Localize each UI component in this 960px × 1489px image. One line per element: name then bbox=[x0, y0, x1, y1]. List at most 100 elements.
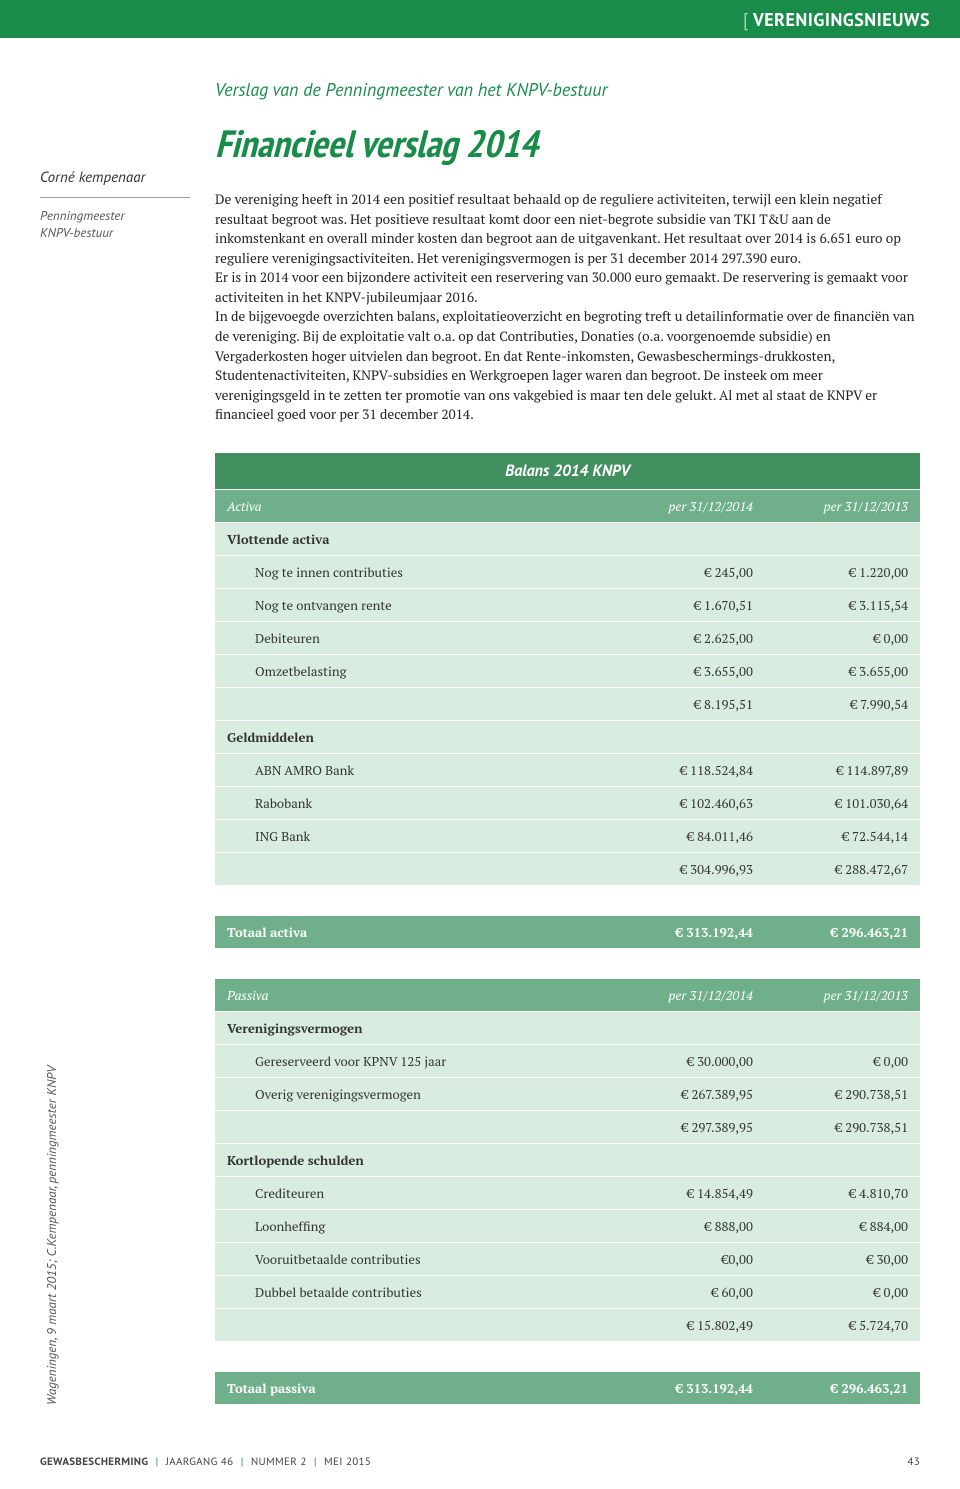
activa-header-row: Activa per 31/12/2014 per 31/12/2013 bbox=[215, 489, 920, 522]
subtotal-row: € 297.389,95 € 290.738,51 bbox=[215, 1110, 920, 1143]
section-label: Vlottende activa bbox=[215, 522, 610, 555]
row-value-2014: € 84.011,46 bbox=[610, 819, 765, 852]
page-footer: GEWASBESCHERMING | JAARGANG 46 | NUMMER … bbox=[0, 1425, 960, 1489]
author-divider bbox=[40, 197, 190, 198]
row-value-2014: € 267.389,95 bbox=[610, 1077, 765, 1110]
row-label: Vooruitbetaalde contributies bbox=[215, 1242, 610, 1275]
passiva-header-row: Passiva per 31/12/2014 per 31/12/2013 bbox=[215, 979, 920, 1012]
article-subtitle: Verslag van de Penningmeester van het KN… bbox=[215, 78, 920, 101]
total-label: Totaal passiva bbox=[215, 1372, 610, 1405]
row-label: Loonheffing bbox=[215, 1209, 610, 1242]
table-row: ABN AMRO Bank€ 118.524,84€ 114.897,89 bbox=[215, 753, 920, 786]
table-row: Gereserveerd voor KPNV 125 jaar€ 30.000,… bbox=[215, 1044, 920, 1077]
row-label: Overig verenigingsvermogen bbox=[215, 1077, 610, 1110]
author-role-2: KNPV-bestuur bbox=[40, 225, 190, 242]
table-row: Nog te ontvangen rente€ 1.670,51€ 3.115,… bbox=[215, 588, 920, 621]
footer-left: GEWASBESCHERMING | JAARGANG 46 | NUMMER … bbox=[40, 1455, 371, 1469]
row-value-2014: € 1.670,51 bbox=[610, 588, 765, 621]
row-value-2013: € 30,00 bbox=[765, 1242, 920, 1275]
section-row: Kortlopende schulden bbox=[215, 1143, 920, 1176]
table-row: Debiteuren€ 2.625,00€ 0,00 bbox=[215, 621, 920, 654]
table-row: Omzetbelasting€ 3.655,00€ 3.655,00 bbox=[215, 654, 920, 687]
footer-issue: JAARGANG 46 bbox=[166, 1455, 234, 1469]
row-label: ABN AMRO Bank bbox=[215, 753, 610, 786]
total-v2: € 296.463,21 bbox=[765, 916, 920, 949]
row-value-2014: € 2.625,00 bbox=[610, 621, 765, 654]
row-label: Nog te ontvangen rente bbox=[215, 588, 610, 621]
row-value-2014: € 118.524,84 bbox=[610, 753, 765, 786]
row-label: Nog te innen contributies bbox=[215, 555, 610, 588]
article-title: Financieel verslag 2014 bbox=[215, 119, 920, 168]
activa-label: Activa bbox=[215, 489, 610, 522]
balance-table: Balans 2014 KNPV Activa per 31/12/2014 p… bbox=[215, 453, 920, 886]
row-value-2013: € 4.810,70 bbox=[765, 1176, 920, 1209]
section-row: Vlottende activa bbox=[215, 522, 920, 555]
footer-date: MEI 2015 bbox=[324, 1455, 371, 1469]
row-label: Debiteuren bbox=[215, 621, 610, 654]
table-row: Overig verenigingsvermogen€ 267.389,95€ … bbox=[215, 1077, 920, 1110]
row-value-2013: € 0,00 bbox=[765, 1044, 920, 1077]
total-row: Totaal activa € 313.192,44 € 296.463,21 bbox=[215, 916, 920, 949]
table-caption-row: Balans 2014 KNPV bbox=[215, 453, 920, 490]
subtotal-v1: € 8.195,51 bbox=[610, 687, 765, 720]
row-value-2014: € 14.854,49 bbox=[610, 1176, 765, 1209]
row-label: Gereserveerd voor KPNV 125 jaar bbox=[215, 1044, 610, 1077]
subtotal-v2: € 288.472,67 bbox=[765, 852, 920, 885]
row-label: Dubbel betaalde contributies bbox=[215, 1275, 610, 1308]
row-value-2013: € 0,00 bbox=[765, 621, 920, 654]
total-v2: € 296.463,21 bbox=[765, 1372, 920, 1405]
col-2013: per 31/12/2013 bbox=[765, 979, 920, 1012]
side-note: Wageningen, 9 maart 2015; C.Kempenaar, p… bbox=[43, 1066, 60, 1405]
total-row: Totaal passiva € 313.192,44 € 296.463,21 bbox=[215, 1372, 920, 1405]
subtotal-v2: € 290.738,51 bbox=[765, 1110, 920, 1143]
article-body: De vereniging heeft in 2014 een positief… bbox=[215, 190, 920, 425]
page-body: Corné kempenaar Penningmeester KNPV-best… bbox=[0, 38, 960, 1425]
total-v1: € 313.192,44 bbox=[610, 916, 765, 949]
subtotal-v1: € 15.802,49 bbox=[610, 1308, 765, 1341]
footer-sep: | bbox=[156, 1455, 159, 1469]
row-value-2013: € 290.738,51 bbox=[765, 1077, 920, 1110]
tables-wrap: Balans 2014 KNPV Activa per 31/12/2014 p… bbox=[215, 453, 920, 1405]
table-row: Dubbel betaalde contributies€ 60,00€ 0,0… bbox=[215, 1275, 920, 1308]
total-label: Totaal activa bbox=[215, 916, 610, 949]
row-value-2014: € 60,00 bbox=[610, 1275, 765, 1308]
row-label: Rabobank bbox=[215, 786, 610, 819]
subtotal-row: € 304.996,93 € 288.472,67 bbox=[215, 852, 920, 885]
footer-number: NUMMER 2 bbox=[251, 1455, 307, 1469]
table-row: Loonheffing€ 888,00€ 884,00 bbox=[215, 1209, 920, 1242]
row-value-2013: € 884,00 bbox=[765, 1209, 920, 1242]
row-value-2013: € 101.030,64 bbox=[765, 786, 920, 819]
table-row: Crediteuren€ 14.854,49€ 4.810,70 bbox=[215, 1176, 920, 1209]
table-row: Vooruitbetaalde contributies€0,00€ 30,00 bbox=[215, 1242, 920, 1275]
row-value-2013: € 0,00 bbox=[765, 1275, 920, 1308]
subtotal-row: € 8.195,51 € 7.990,54 bbox=[215, 687, 920, 720]
author-role-1: Penningmeester bbox=[40, 208, 190, 225]
row-label: Omzetbelasting bbox=[215, 654, 610, 687]
subtotal-v2: € 5.724,70 bbox=[765, 1308, 920, 1341]
row-value-2014: €0,00 bbox=[610, 1242, 765, 1275]
row-value-2013: € 1.220,00 bbox=[765, 555, 920, 588]
row-value-2013: € 3.115,54 bbox=[765, 588, 920, 621]
row-value-2014: € 245,00 bbox=[610, 555, 765, 588]
table-row: Nog te innen contributies€ 245,00€ 1.220… bbox=[215, 555, 920, 588]
subtotal-v2: € 7.990,54 bbox=[765, 687, 920, 720]
row-value-2014: € 888,00 bbox=[610, 1209, 765, 1242]
section-row: Verenigingsvermogen bbox=[215, 1011, 920, 1044]
row-value-2013: € 3.655,00 bbox=[765, 654, 920, 687]
total-activa-table: Totaal activa € 313.192,44 € 296.463,21 bbox=[215, 916, 920, 949]
table-row: Rabobank€ 102.460,63€ 101.030,64 bbox=[215, 786, 920, 819]
section-label: Kortlopende schulden bbox=[215, 1143, 610, 1176]
row-value-2013: € 114.897,89 bbox=[765, 753, 920, 786]
footer-sep: | bbox=[314, 1455, 317, 1469]
bracket-glyph: [ bbox=[743, 8, 749, 31]
passiva-label: Passiva bbox=[215, 979, 610, 1012]
row-value-2014: € 30.000,00 bbox=[610, 1044, 765, 1077]
subtotal-row: € 15.802,49 € 5.724,70 bbox=[215, 1308, 920, 1341]
col-2014: per 31/12/2014 bbox=[610, 489, 765, 522]
table-caption: Balans 2014 KNPV bbox=[215, 453, 920, 490]
top-banner: [ VERENIGINGSNIEUWS bbox=[0, 0, 960, 38]
footer-pagenum: 43 bbox=[907, 1455, 920, 1469]
passiva-table: Passiva per 31/12/2014 per 31/12/2013 Ve… bbox=[215, 979, 920, 1342]
footer-sep: | bbox=[241, 1455, 244, 1469]
article-column: Verslag van de Penningmeester van het KN… bbox=[215, 78, 920, 425]
